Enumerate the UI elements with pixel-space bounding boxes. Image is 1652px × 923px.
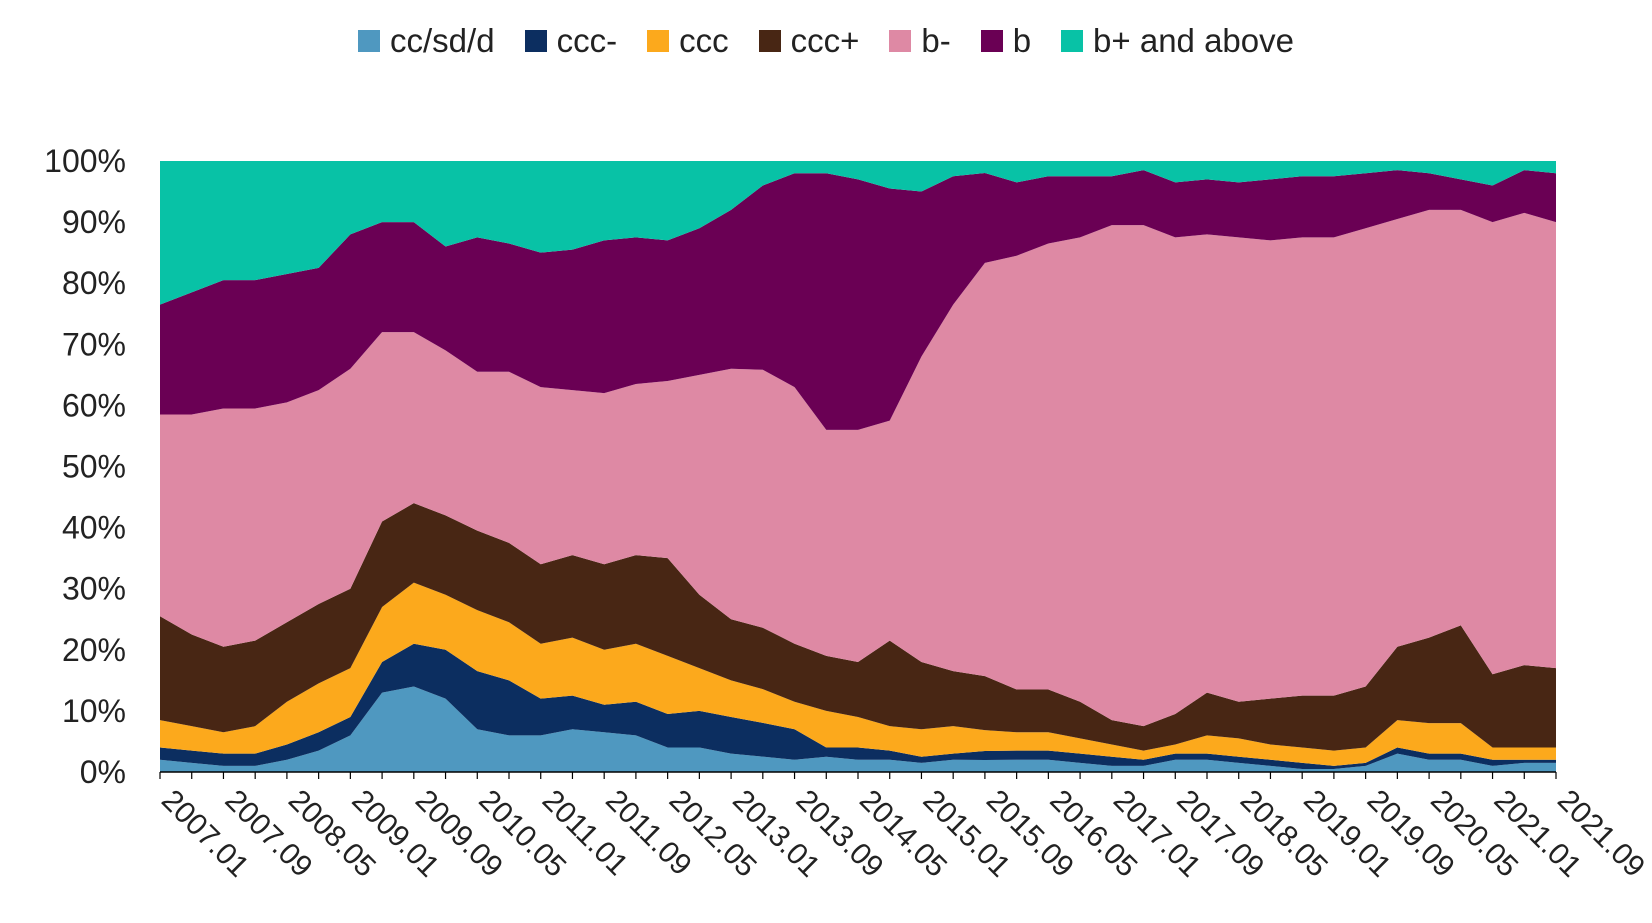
legend-label: b+ and above [1093,22,1294,59]
y-axis: 0% 10% 20% 30% 40% 50% 60% 70% 80% 90% 100% [44,143,126,790]
legend-swatch [358,30,381,52]
y-tick-label: 20% [62,632,126,668]
y-tick-label: 50% [62,449,126,485]
legend-label: ccc [679,22,729,59]
y-tick-label: 0% [80,754,126,790]
area-ccc [160,503,1556,751]
area-b [160,170,1556,430]
legend-swatch [889,30,912,52]
area-ccc [160,582,1556,766]
area-ccc [160,643,1556,769]
legend-item-cc-sd-d: cc/sd/d [358,22,495,60]
x-axis: 2007.012007.092008.052009.012009.092010.… [155,771,1651,884]
legend: cc/sd/d ccc-ccc ccc+ b-b b+ and above [0,22,1652,60]
y-tick-label: 80% [62,265,126,301]
legend-swatch [1061,30,1084,52]
y-tick-label: 100% [44,143,126,179]
y-tick-label: 40% [62,510,126,546]
legend-label: cc/sd/d [390,22,495,59]
area-series-group [160,161,1556,772]
legend-item-ccc: ccc- [524,22,618,60]
legend-swatch [980,30,1003,52]
y-tick-label: 30% [62,571,126,607]
legend-item-ccc: ccc [647,22,729,60]
legend-swatch [524,30,547,52]
legend-swatch [647,30,670,52]
legend-item-b: b- [889,22,951,60]
legend-label: b [1012,22,1032,59]
area-b [160,209,1556,727]
legend-swatch [758,30,781,52]
area-cc-sd-d [160,686,1556,772]
legend-item-b: b [980,22,1032,60]
y-tick-label: 10% [62,693,126,729]
legend-label: ccc- [556,22,618,59]
y-tick-label: 70% [62,326,126,362]
legend-item-b-and-above: b+ and above [1061,22,1294,60]
legend-item-ccc: ccc+ [758,22,860,60]
y-tick-label: 60% [62,387,126,423]
legend-label: ccc+ [790,22,860,59]
area-b-and-above [160,161,1556,305]
legend-label: b- [921,22,951,59]
y-tick-label: 90% [62,204,126,240]
